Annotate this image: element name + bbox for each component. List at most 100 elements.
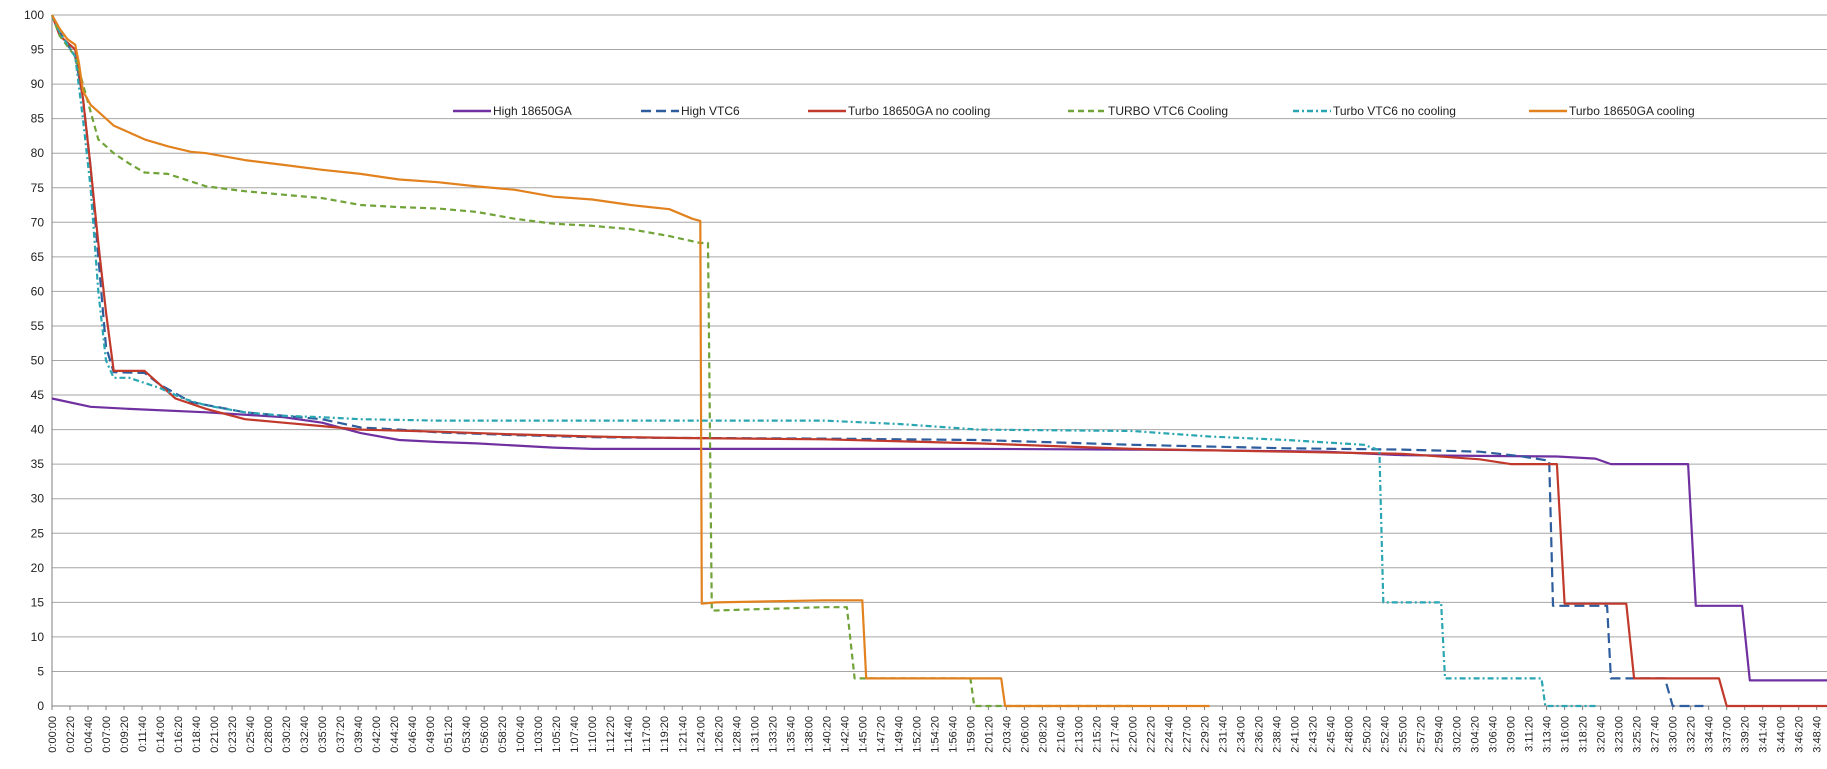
y-tick-label: 45 (31, 388, 45, 402)
x-tick-label: 1:19:20 (659, 716, 671, 753)
x-tick-label: 0:51:20 (443, 716, 455, 753)
x-tick-label: 3:46:20 (1794, 716, 1806, 753)
x-tick-label: 2:13:00 (1073, 716, 1085, 753)
x-tick-label: 1:21:40 (677, 716, 689, 753)
x-tick-label: 1:33:20 (767, 716, 779, 753)
legend-label: Turbo 18650GA no cooling (848, 104, 990, 118)
x-tick-label: 2:29:20 (1199, 716, 1211, 753)
x-tick-label: 0:30:20 (281, 716, 293, 753)
x-tick-label: 1:05:20 (551, 716, 563, 753)
x-tick-label: 1:56:40 (947, 716, 959, 753)
series-line-turbo-vtc6-cooling (50, 14, 1133, 708)
x-tick-label: 3:18:20 (1578, 716, 1590, 753)
x-tick-label: 1:14:40 (623, 716, 635, 753)
x-tick-label: 2:20:00 (1127, 716, 1139, 753)
x-tick-label: 2:43:20 (1308, 716, 1320, 753)
x-tick-label: 1:10:00 (587, 716, 599, 753)
x-tick-label: 1:49:40 (893, 716, 905, 753)
x-tick-label: 3:04:20 (1470, 716, 1482, 753)
series-lines (50, 14, 1827, 708)
x-tick-label: 1:52:00 (911, 716, 923, 753)
x-tick-label: 3:25:20 (1632, 716, 1644, 753)
x-tick-label: 2:48:00 (1344, 716, 1356, 753)
x-tick-label: 3:13:40 (1542, 716, 1554, 753)
x-tick-label: 1:28:40 (731, 716, 743, 753)
legend-label: Turbo 18650GA cooling (1569, 104, 1695, 118)
x-tick-label: 2:50:20 (1362, 716, 1374, 753)
y-tick-label: 15 (31, 595, 45, 609)
x-tick-label: 0:49:00 (425, 716, 437, 753)
x-tick-label: 2:34:00 (1235, 716, 1247, 753)
x-tick-label: 1:12:20 (605, 716, 617, 753)
x-tick-label: 2:06:00 (1019, 716, 1031, 753)
x-tick-label: 0:56:00 (479, 716, 491, 753)
legend-item: High VTC6 (641, 104, 740, 118)
y-tick-label: 0 (37, 699, 44, 713)
x-tick-label: 2:08:20 (1037, 716, 1049, 753)
x-tick-label: 1:35:40 (785, 716, 797, 753)
x-tick-label: 3:41:40 (1758, 716, 1770, 753)
x-tick-label: 0:37:20 (335, 716, 347, 753)
x-tick-label: 1:59:00 (965, 716, 977, 753)
x-tick-label: 1:54:20 (929, 716, 941, 753)
x-tick-label: 2:15:20 (1091, 716, 1103, 753)
x-tick-label: 1:38:00 (803, 716, 815, 753)
legend-item: Turbo VTC6 no cooling (1293, 104, 1456, 118)
x-tick-label: 2:38:40 (1271, 716, 1283, 753)
x-tick-label: 1:47:20 (875, 716, 887, 753)
x-tick-label: 3:16:00 (1560, 716, 1572, 753)
x-tick-label: 3:27:40 (1650, 716, 1662, 753)
x-tick-label: 0:02:20 (65, 716, 77, 753)
x-tick-label: 3:23:00 (1614, 716, 1626, 753)
x-tick-label: 2:52:40 (1380, 716, 1392, 753)
x-tick-label: 1:45:00 (857, 716, 869, 753)
x-tick-label: 1:24:00 (695, 716, 707, 753)
x-tick-label: 0:04:40 (83, 716, 95, 753)
legend-label: Turbo VTC6 no cooling (1333, 104, 1456, 118)
y-tick-label: 50 (31, 354, 45, 368)
x-tick-label: 2:01:20 (983, 716, 995, 753)
x-tick-label: 1:00:40 (515, 716, 527, 753)
x-tick-label: 2:41:00 (1290, 716, 1302, 753)
y-tick-label: 95 (31, 43, 45, 57)
x-tick-label: 3:44:00 (1776, 716, 1788, 753)
x-tick-label: 1:31:00 (749, 716, 761, 753)
x-tick-label: 2:22:20 (1145, 716, 1157, 753)
x-tick-label: 3:20:40 (1596, 716, 1608, 753)
x-tick-label: 0:39:40 (353, 716, 365, 753)
legend-item: Turbo 18650GA cooling (1529, 104, 1695, 118)
series-line-turbo-vtc6-no-cooling (50, 14, 1596, 708)
legend-label: High VTC6 (681, 104, 740, 118)
x-tick-label: 3:09:00 (1506, 716, 1518, 753)
x-tick-label: 2:27:00 (1181, 716, 1193, 753)
x-axis: 0:00:00 0:02:20 0:04:40 0:07:00 0:09:20 0:11:… (47, 705, 1827, 753)
x-tick-label: 2:36:20 (1253, 716, 1265, 753)
legend-label: TURBO VTC6 Cooling (1108, 104, 1228, 118)
x-tick-label: 3:02:00 (1452, 716, 1464, 753)
x-tick-label: 0:28:00 (263, 716, 275, 753)
x-tick-label: 2:24:40 (1163, 716, 1175, 753)
x-tick-label: 0:44:20 (389, 716, 401, 753)
x-tick-label: 0:21:00 (209, 716, 221, 753)
x-tick-label: 0:32:40 (299, 716, 311, 753)
x-tick-label: 3:34:40 (1704, 716, 1716, 753)
legend-label: High 18650GA (493, 104, 572, 118)
y-tick-label: 10 (31, 630, 45, 644)
y-tick-label: 80 (31, 146, 45, 160)
x-tick-label: 2:17:40 (1109, 716, 1121, 753)
y-tick-label: 100 (24, 8, 44, 22)
y-tick-label: 60 (31, 284, 45, 298)
x-tick-label: 0:42:00 (371, 716, 383, 753)
y-tick-label: 25 (31, 526, 45, 540)
x-tick-label: 0:14:00 (155, 716, 167, 753)
y-tick-label: 70 (31, 215, 45, 229)
x-tick-label: 0:58:20 (497, 716, 509, 753)
grid (52, 14, 1827, 707)
legend-item: TURBO VTC6 Cooling (1068, 104, 1228, 118)
y-tick-label: 30 (31, 492, 45, 506)
x-tick-label: 2:03:40 (1001, 716, 1013, 753)
y-tick-label: 90 (31, 77, 45, 91)
y-tick-label: 75 (31, 181, 45, 195)
series-line-turbo-18650ga-cooling (51, 14, 1210, 708)
